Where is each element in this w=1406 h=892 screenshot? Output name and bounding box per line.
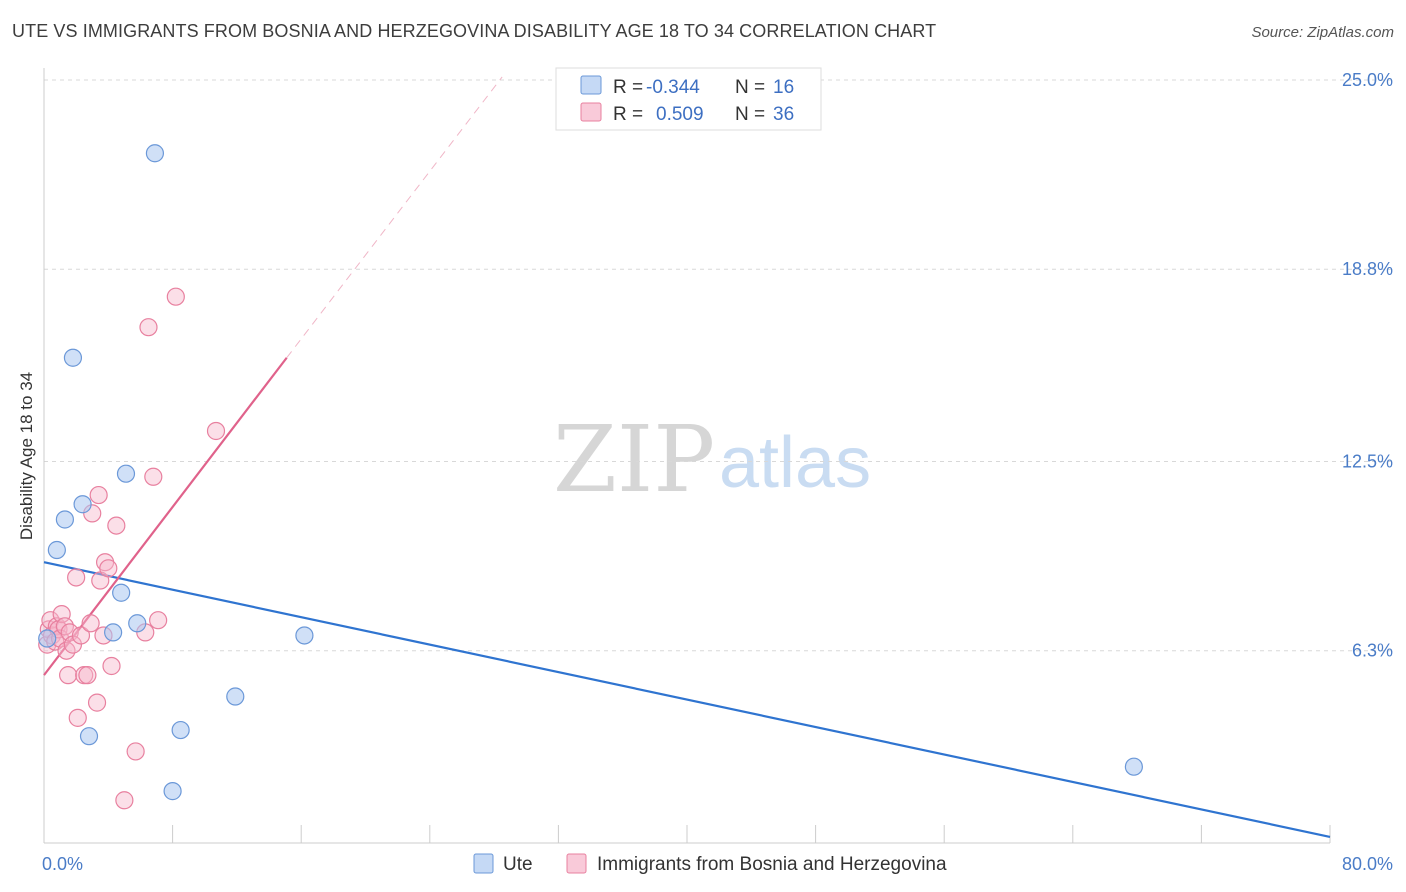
- data-points: [38, 144, 1143, 810]
- trend-line-ute: [43, 561, 1331, 838]
- data-point-bosnia: [71, 626, 91, 645]
- data-point-bosnia: [87, 693, 107, 712]
- source-attribution: Source: ZipAtlas.com: [1251, 24, 1394, 41]
- y-tick-label: 18.8%: [1342, 259, 1393, 279]
- y-tick-label: 12.5%: [1342, 452, 1393, 472]
- bottom-legend-label-bosnia: Immigrants from Bosnia and Herzegovina: [597, 854, 947, 875]
- data-point-bosnia: [115, 791, 134, 810]
- data-point-ute: [47, 540, 66, 560]
- legend-n-value-ute: 16: [773, 77, 794, 98]
- data-point-ute: [79, 727, 99, 746]
- data-point-ute: [226, 687, 245, 706]
- watermark-atlas: atlas: [719, 423, 871, 503]
- data-point-ute: [73, 495, 92, 514]
- legend-box: R = -0.344 N = 16 R = 0.509 N = 36: [555, 67, 822, 131]
- data-point-ute: [1124, 757, 1143, 776]
- watermark: ZIP atlas: [553, 406, 871, 513]
- data-point-ute: [295, 626, 314, 645]
- data-point-bosnia: [68, 708, 87, 727]
- data-point-bosnia: [99, 559, 118, 578]
- legend-swatch-ute: [580, 75, 602, 95]
- trend-line-bosnia-extension: [286, 76, 503, 359]
- data-point-bosnia: [166, 287, 185, 306]
- data-point-bosnia: [89, 485, 108, 505]
- x-tick-label-max: 80.0%: [1342, 854, 1393, 874]
- data-point-bosnia: [59, 666, 78, 685]
- data-point-bosnia: [102, 656, 121, 676]
- legend-r-label-ute: R =: [613, 77, 643, 98]
- chart-title: UTE VS IMMIGRANTS FROM BOSNIA AND HERZEG…: [12, 21, 937, 41]
- legend-r-label-bosnia: R =: [613, 104, 643, 125]
- legend-r-value-ute: -0.344: [646, 77, 700, 98]
- data-point-bosnia: [67, 568, 86, 587]
- legend-n-label-ute: N =: [735, 77, 765, 98]
- data-point-ute: [55, 510, 74, 529]
- data-point-bosnia: [78, 666, 97, 685]
- legend-n-value-bosnia: 36: [773, 104, 794, 125]
- data-point-bosnia: [149, 611, 168, 630]
- data-point-bosnia: [55, 617, 74, 636]
- trend-line-bosnia: [43, 357, 288, 676]
- data-point-bosnia: [139, 318, 158, 337]
- y-tick-label: 25.0%: [1342, 70, 1393, 90]
- legend-n-label-bosnia: N =: [735, 104, 765, 125]
- data-point-ute: [171, 720, 190, 740]
- data-point-ute: [112, 583, 131, 602]
- gridlines: [44, 79, 1393, 652]
- data-point-bosnia: [144, 467, 163, 486]
- data-point-bosnia: [126, 742, 145, 761]
- bottom-legend: Ute Immigrants from Bosnia and Herzegovi…: [473, 853, 947, 875]
- trend-lines: [43, 76, 1331, 838]
- legend-swatch-bosnia: [580, 102, 602, 122]
- data-point-bosnia: [81, 614, 100, 633]
- data-point-bosnia: [206, 421, 226, 441]
- bottom-legend-swatch-ute: [473, 853, 494, 874]
- data-point-ute: [145, 144, 165, 163]
- bottom-legend-label-ute: Ute: [503, 854, 533, 875]
- data-point-ute: [38, 629, 57, 648]
- y-tick-label: 6.3%: [1352, 641, 1393, 661]
- data-point-ute: [63, 348, 83, 367]
- bottom-legend-swatch-bosnia: [566, 853, 587, 874]
- data-point-ute: [128, 614, 147, 633]
- data-point-ute: [163, 782, 182, 801]
- axes: [43, 68, 1331, 844]
- x-tick-label-min: 0.0%: [42, 854, 83, 874]
- tick-labels: 6.3% 12.5% 18.8% 25.0% 0.0% 80.0%: [42, 70, 1393, 874]
- legend-r-value-bosnia: 0.509: [656, 104, 704, 125]
- data-point-ute: [116, 464, 136, 483]
- data-point-ute: [104, 623, 123, 642]
- watermark-zip: ZIP: [553, 406, 715, 513]
- data-point-bosnia: [107, 516, 126, 535]
